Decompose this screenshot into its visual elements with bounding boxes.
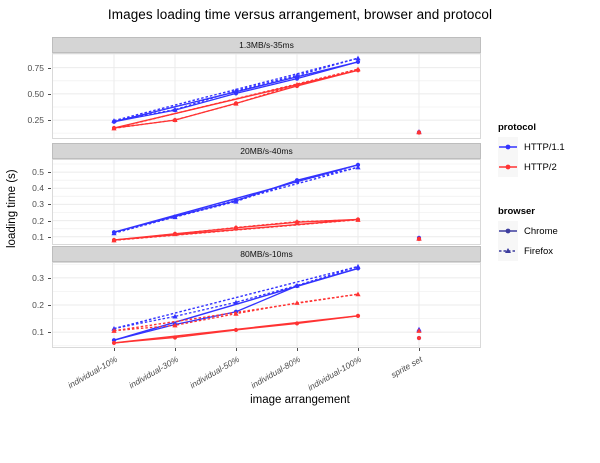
- facet-strip-text: 20MB/s-40ms: [240, 145, 293, 156]
- facet-strip-label: 80MB/s-10ms: [52, 246, 481, 262]
- plot-area: [52, 159, 481, 245]
- x-tick-mark: [358, 348, 359, 351]
- y-tick-mark: [48, 236, 51, 238]
- legend-entry[interactable]: Chrome: [498, 221, 558, 241]
- y-tick-mark: [48, 93, 51, 95]
- x-tick-mark: [114, 348, 115, 351]
- y-tick-label: 0.5: [32, 167, 44, 178]
- y-axis-title: loading time (s): [6, 169, 18, 248]
- facet-strip-label: 1.3MB/s-35ms: [52, 37, 481, 53]
- x-axis-title: image arrangement: [250, 394, 350, 406]
- x-tick-mark: [175, 348, 176, 351]
- y-tick-label: 0.2: [32, 215, 44, 226]
- y-tick-mark: [48, 220, 51, 222]
- facet-strip-label: 20MB/s-40ms: [52, 143, 481, 159]
- legend-title: protocol: [498, 122, 536, 133]
- y-tick-label: 0.75: [27, 62, 44, 73]
- page-title: Images loading time versus arrangement, …: [107, 7, 493, 22]
- plot-area: [52, 53, 481, 139]
- y-tick-label: 0.50: [27, 88, 44, 99]
- legend-entry[interactable]: Firefox: [498, 241, 558, 261]
- legend-title: browser: [498, 206, 535, 217]
- y-tick-label: 0.25: [27, 115, 44, 126]
- y-tick-label: 0.1: [32, 327, 44, 338]
- chart-root: Images loading time versus arrangement, …: [6, 7, 565, 406]
- legend-key-swatch: [498, 157, 518, 177]
- legend-entry-label: Chrome: [524, 225, 558, 237]
- facet-panel: 1.3MB/s-35ms: [52, 37, 481, 139]
- y-tick-mark: [48, 188, 51, 190]
- plot-area: [52, 262, 481, 348]
- facet-strip-text: 1.3MB/s-35ms: [239, 39, 294, 50]
- y-tick-mark: [48, 172, 51, 174]
- y-tick-mark: [48, 277, 51, 279]
- x-tick-mark: [419, 348, 420, 351]
- facet-panel: 80MB/s-10ms: [52, 246, 481, 348]
- legend-browser: browser Chrome Firefox: [498, 206, 558, 261]
- facet-panel: 20MB/s-40ms: [52, 143, 481, 245]
- y-tick-mark: [48, 204, 51, 206]
- legend-protocol: protocol HTTP/1.1 HTTP/2: [498, 122, 565, 177]
- y-tick-label: 0.1: [32, 231, 44, 242]
- legend-key-swatch: [498, 241, 518, 261]
- legend-key-swatch: [498, 137, 518, 157]
- y-tick-mark: [48, 305, 51, 306]
- y-tick-label: 0.4: [32, 183, 44, 194]
- y-tick-mark: [48, 67, 51, 69]
- x-tick-mark: [297, 348, 298, 351]
- x-tick-mark: [236, 348, 237, 351]
- y-tick-label: 0.2: [32, 300, 44, 310]
- facet-strip-text: 80MB/s-10ms: [240, 248, 293, 259]
- legend-entry[interactable]: HTTP/2: [498, 157, 565, 177]
- y-tick-label: 0.3: [32, 199, 44, 210]
- y-tick-mark: [48, 120, 51, 122]
- legend-entry-label: HTTP/2: [524, 161, 557, 173]
- legend-key-swatch: [498, 221, 518, 241]
- y-tick-mark: [48, 332, 51, 334]
- legend-entry[interactable]: HTTP/1.1: [498, 137, 565, 157]
- legend-entry-label: HTTP/1.1: [524, 141, 565, 153]
- legend-entry-label: Firefox: [524, 245, 554, 257]
- y-tick-label: 0.3: [32, 272, 44, 283]
